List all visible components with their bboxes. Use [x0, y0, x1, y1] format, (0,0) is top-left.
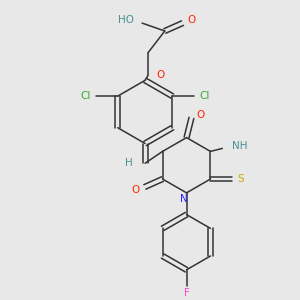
Text: O: O — [196, 110, 205, 120]
Text: F: F — [184, 287, 190, 298]
Text: O: O — [132, 185, 140, 195]
Text: N: N — [180, 194, 188, 204]
Text: Cl: Cl — [199, 91, 209, 101]
Text: H: H — [125, 158, 133, 168]
Text: HO: HO — [118, 15, 134, 25]
Text: Cl: Cl — [81, 91, 91, 101]
Text: S: S — [237, 174, 244, 184]
Text: NH: NH — [232, 142, 248, 152]
Text: O: O — [188, 15, 196, 25]
Text: O: O — [156, 70, 164, 80]
